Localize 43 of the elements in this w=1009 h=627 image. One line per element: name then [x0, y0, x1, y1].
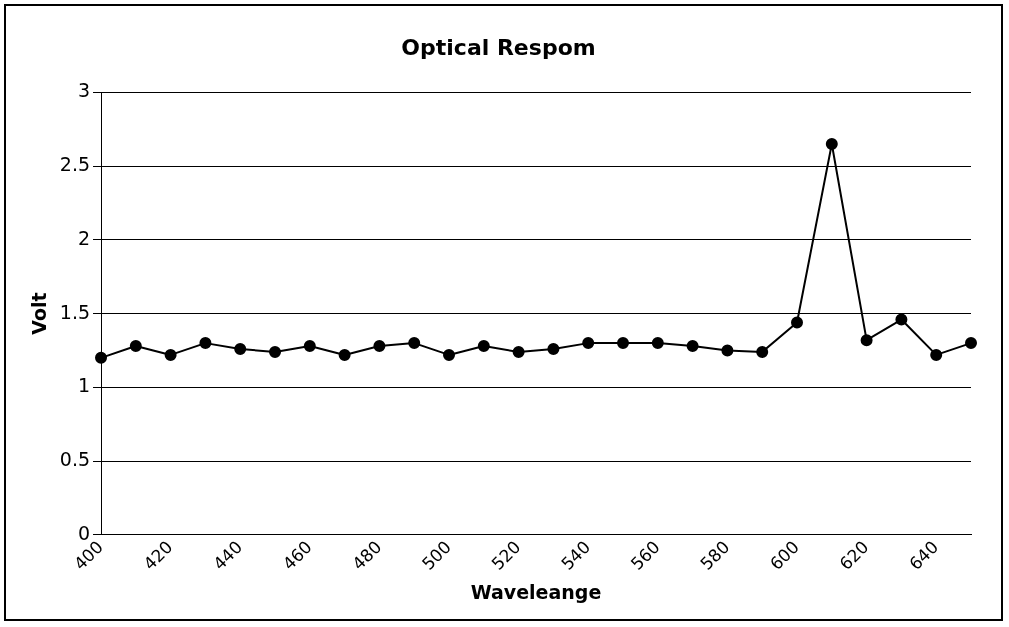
- x-tick-label: 620: [835, 536, 873, 574]
- point: [686, 340, 699, 353]
- point: [164, 348, 177, 361]
- point: [95, 351, 108, 364]
- point: [860, 334, 873, 347]
- point: [303, 340, 316, 353]
- y-tick-label: 1.5: [59, 300, 91, 323]
- x-axis-title: Waveleange: [470, 580, 602, 603]
- x-tick-label: 600: [765, 536, 803, 574]
- point: [408, 337, 421, 350]
- y-tick-label: 0: [77, 521, 91, 544]
- point: [756, 345, 769, 358]
- point: [373, 340, 386, 353]
- x-tick-label: 480: [348, 536, 386, 574]
- point: [825, 138, 838, 151]
- point: [965, 337, 977, 350]
- point: [617, 337, 630, 350]
- point: [930, 348, 943, 361]
- point: [721, 344, 734, 357]
- x-tick-label: 640: [905, 536, 943, 574]
- point: [582, 337, 595, 350]
- point: [269, 345, 282, 358]
- point: [129, 340, 142, 353]
- point: [895, 313, 908, 326]
- y-tick-label: 2: [77, 226, 91, 249]
- point: [199, 337, 212, 350]
- y-tick-label: 1: [77, 374, 91, 397]
- point: [791, 316, 803, 329]
- x-tick-label: 460: [278, 536, 316, 574]
- point: [651, 337, 664, 350]
- point: [338, 348, 351, 361]
- point: [512, 345, 525, 358]
- x-tick-label: 440: [209, 536, 247, 574]
- point: [477, 340, 490, 353]
- x-tick-label: 420: [139, 536, 177, 574]
- y-tick-label: 3: [77, 79, 91, 102]
- chart-title: Optical Respom: [401, 34, 596, 60]
- point: [234, 343, 247, 356]
- point: [443, 348, 456, 361]
- y-tick-label: 2.5: [59, 153, 91, 176]
- y-tick-label: 0.5: [59, 448, 91, 471]
- point: [547, 343, 560, 356]
- y-axis-title: Volt: [28, 292, 51, 335]
